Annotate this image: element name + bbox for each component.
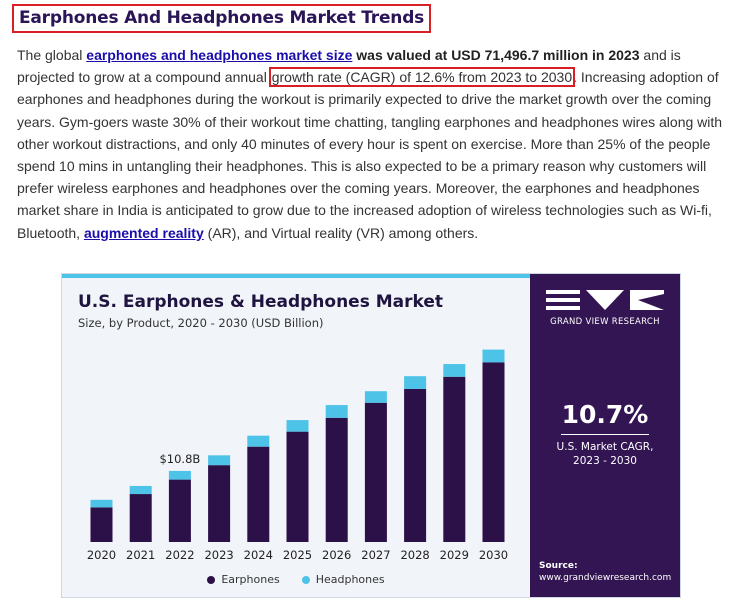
bar-headphones-2027	[364, 391, 387, 403]
bar-earphones-2020	[90, 507, 113, 542]
bar-earphones-2022	[168, 479, 191, 542]
legend-headphones: Headphones	[301, 573, 385, 586]
para-text-1: The global	[17, 47, 87, 63]
bar-earphones-2025	[286, 431, 309, 542]
cagr-value: 10.7%	[561, 400, 649, 429]
cagr-label: U.S. Market CAGR, 2023 - 2030	[530, 440, 680, 468]
source-note: Source: www.grandviewresearch.com	[539, 560, 671, 584]
chart-legend: Earphones Headphones	[62, 573, 530, 586]
legend-earphones-label: Earphones	[221, 573, 280, 586]
data-label-2022: $10.8B	[159, 452, 200, 466]
bar-earphones-2026	[325, 417, 348, 542]
headphones-swatch	[301, 575, 310, 584]
bar-chart-svg: 2020 2021 2022 2023 2024 2025 2026 2027 2028 2029…	[87, 349, 508, 562]
bar-earphones-2029	[443, 376, 466, 542]
bar-earphones-2024	[247, 446, 270, 542]
bar-earphones-2021	[129, 494, 152, 542]
bar-earphones-2030	[482, 362, 505, 542]
bar-headphones-2020	[90, 499, 113, 508]
bar-headphones-2029	[443, 364, 466, 377]
x-tick-label: 2030	[479, 548, 508, 562]
chart-title: U.S. Earphones & Headphones Market	[78, 292, 444, 312]
bar-headphones-2023	[208, 455, 231, 466]
bar-headphones-2024	[247, 435, 270, 447]
legend-earphones: Earphones	[207, 573, 280, 586]
para-text-3: and is projected to grow at a compound a…	[17, 47, 681, 86]
intro-paragraph: The global earphones and headphones mark…	[17, 44, 729, 244]
bar-headphones-2021	[129, 485, 152, 495]
x-tick-label: 2024	[244, 548, 273, 562]
para-text-5: (AR), and Virtual reality (VR) among oth…	[203, 224, 479, 241]
bar-headphones-2028	[404, 376, 427, 389]
x-tick-label: 2020	[87, 548, 116, 562]
cagr-highlight: growth rate (CAGR) of 12.6% from 2023 to…	[268, 67, 576, 88]
bar-headphones-2025	[286, 420, 309, 432]
brand-name: GRAND VIEW RESEARCH	[550, 317, 660, 327]
para-text-4: . Increasing adoption of earphones and h…	[17, 69, 723, 241]
bar-earphones-2023	[208, 465, 231, 542]
brand-panel: GRAND VIEW RESEARCH 10.7% U.S. Market CA…	[530, 274, 680, 597]
bar-headphones-2026	[325, 405, 348, 418]
source-label: Source:	[539, 561, 578, 571]
x-tick-label: 2023	[204, 548, 233, 562]
legend-headphones-label: Headphones	[315, 573, 385, 586]
bar-headphones-2030	[482, 349, 505, 363]
earphones-swatch	[207, 575, 216, 584]
cagr-label-line1: U.S. Market CAGR,	[556, 441, 654, 453]
chart-area: U.S. Earphones & Headphones Market Size,…	[62, 274, 530, 597]
bar-headphones-2022	[168, 470, 191, 480]
bar-earphones-2028	[404, 388, 427, 542]
x-tick-label: 2022	[165, 548, 194, 562]
cagr-label-line2: 2023 - 2030	[573, 455, 637, 467]
chart-subtitle: Size, by Product, 2020 - 2030 (USD Billi…	[78, 316, 324, 330]
x-tick-label: 2025	[283, 548, 312, 562]
market-size-link[interactable]: earphones and headphones market size	[86, 47, 353, 63]
grand-view-research-logo	[546, 290, 664, 310]
x-tick-label: 2029	[440, 548, 469, 562]
x-tick-label: 2028	[400, 548, 429, 562]
x-tick-label: 2021	[126, 548, 155, 562]
x-tick-label: 2027	[361, 548, 390, 562]
page-heading: Earphones And Headphones Market Trends	[12, 4, 432, 33]
market-value-bold: was valued at USD 71,496.7 million in 20…	[356, 47, 640, 63]
market-chart-card[interactable]: U.S. Earphones & Headphones Market Size,…	[61, 273, 681, 598]
bar-earphones-2027	[364, 402, 387, 542]
source-url: www.grandviewresearch.com	[539, 573, 672, 583]
cagr-divider	[561, 434, 649, 435]
x-tick-label: 2026	[322, 548, 351, 562]
augmented-reality-link[interactable]: augmented reality	[83, 224, 204, 241]
